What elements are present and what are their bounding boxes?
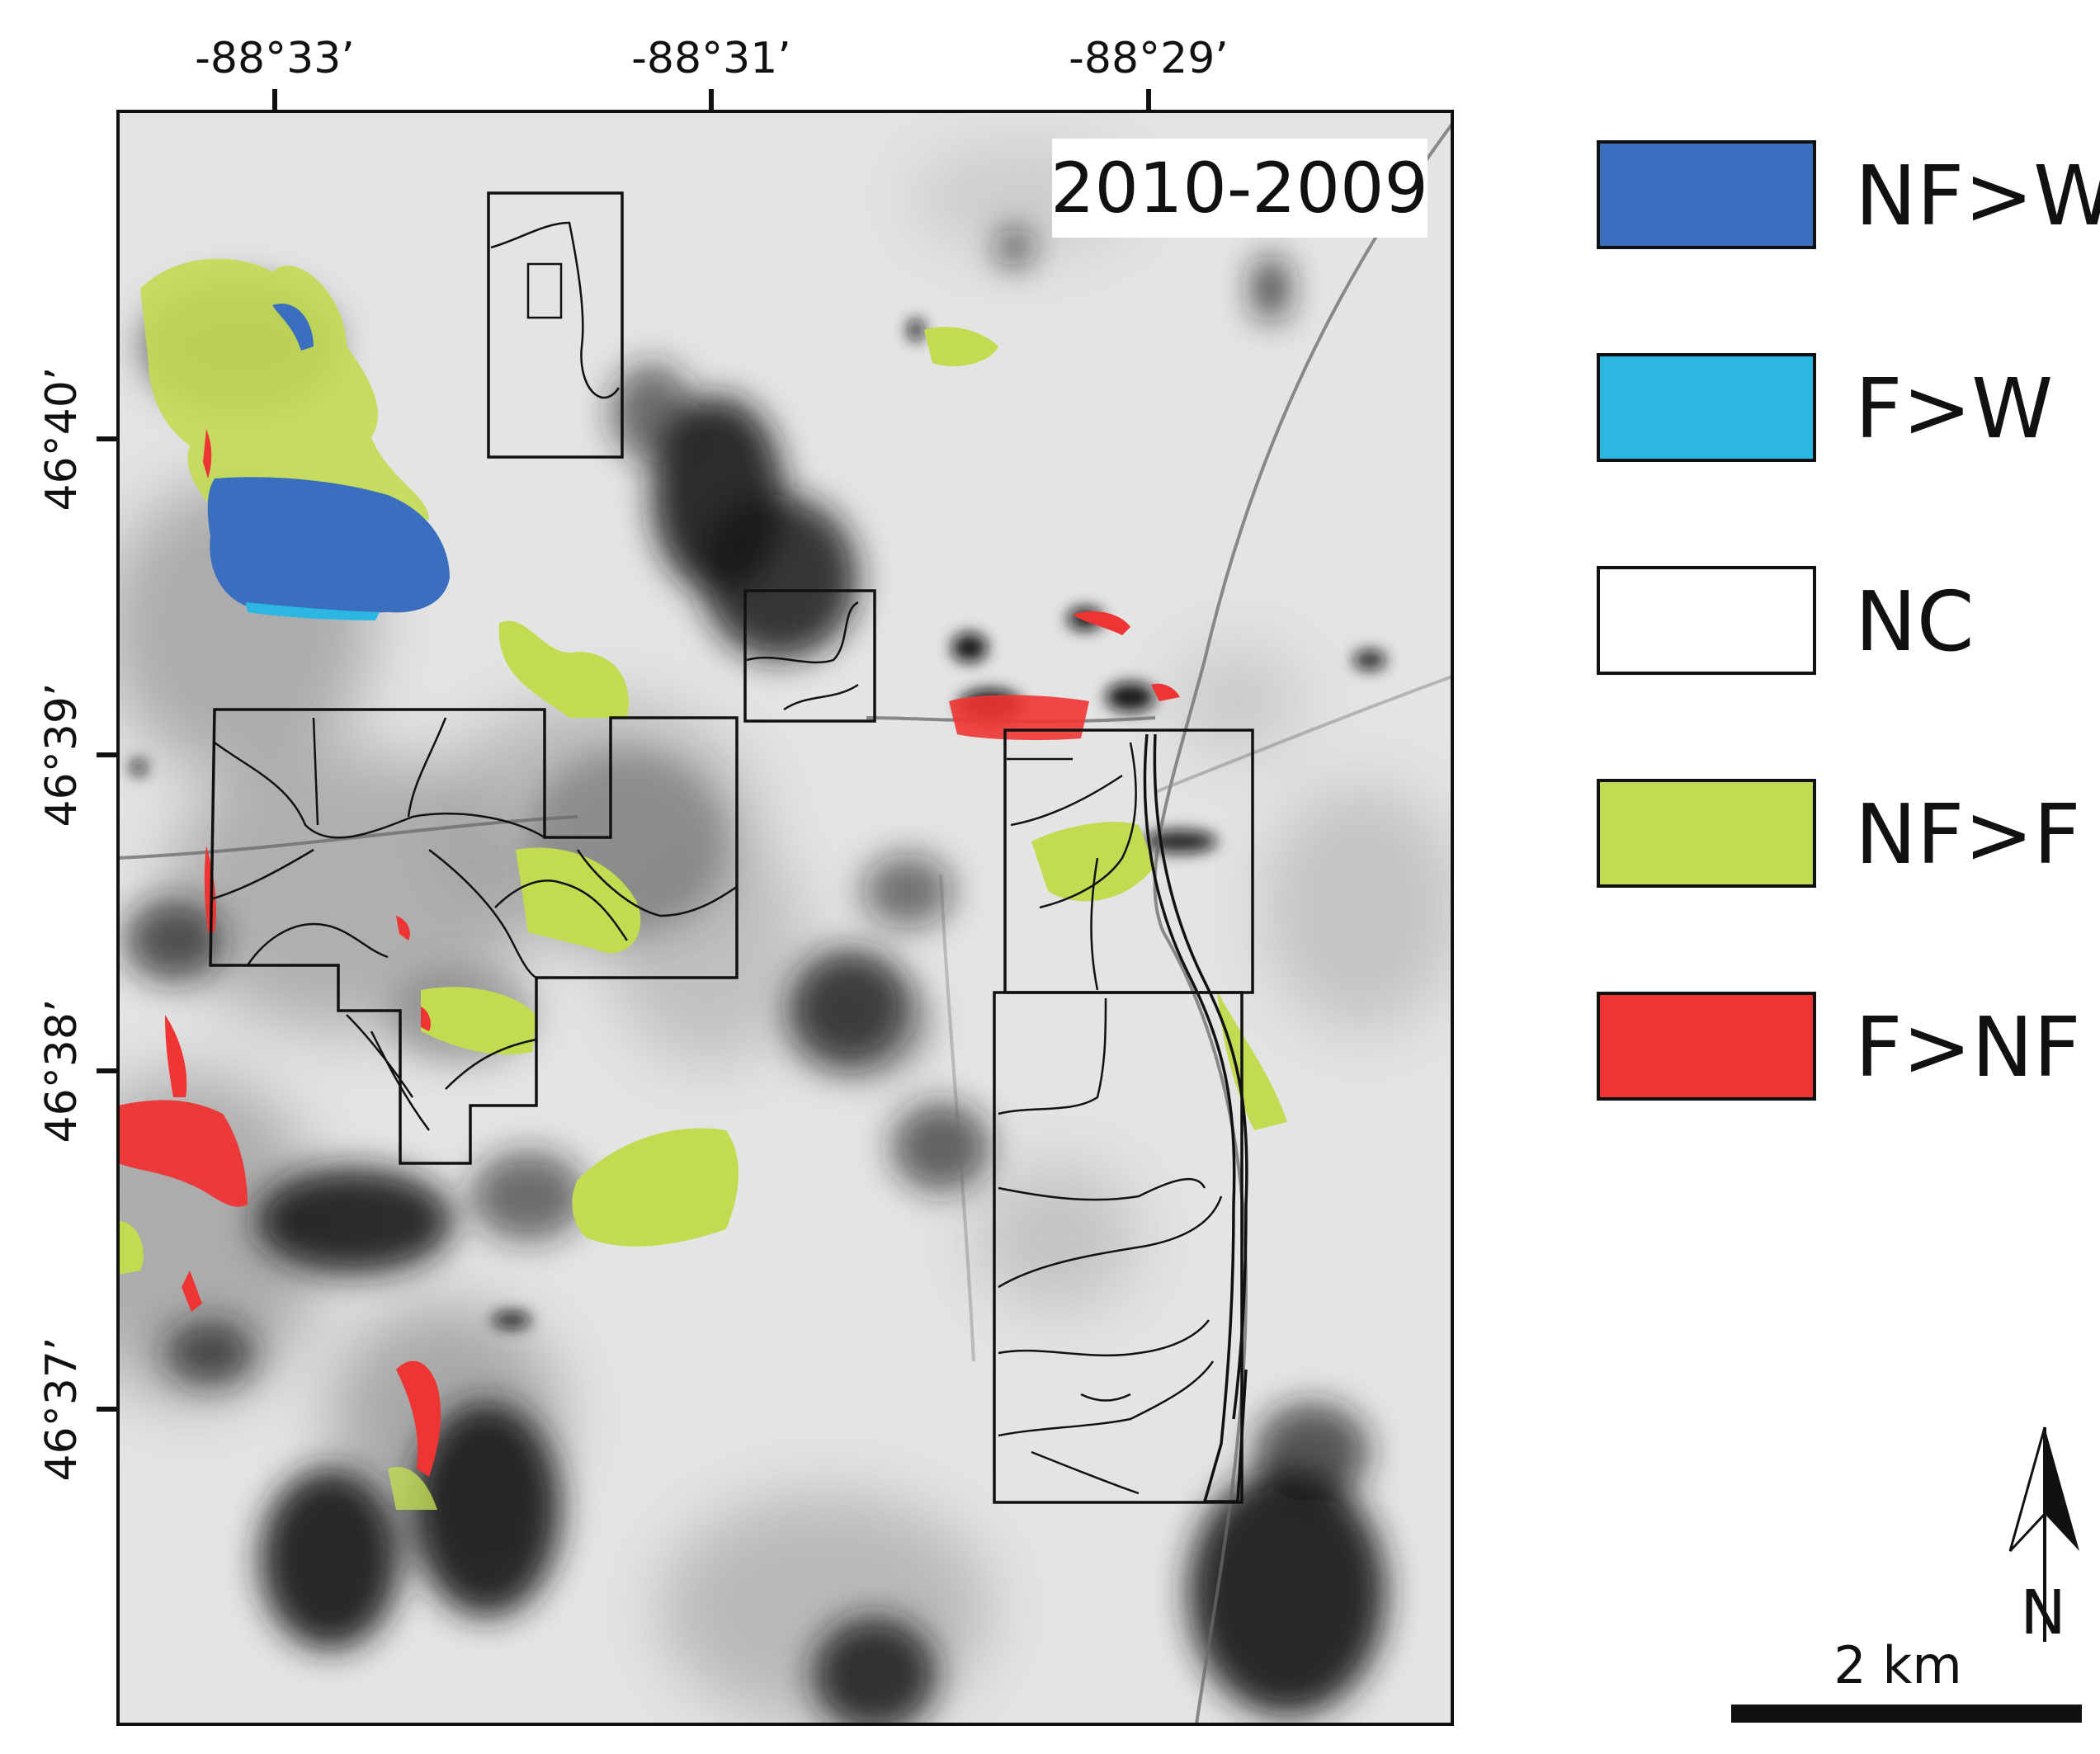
legend-item: F>W xyxy=(1597,353,2053,462)
north-label: N xyxy=(2020,1577,2065,1648)
map-frame xyxy=(116,110,1454,1726)
imagery-grey-areas xyxy=(118,140,1452,1724)
roads xyxy=(118,122,1452,1724)
map-panel: 2010-2009 xyxy=(118,111,1452,1724)
legend-label: F>W xyxy=(1855,361,2053,457)
legend-label: NF>W xyxy=(1855,148,2100,244)
longitude-axis: -88°33’ -88°31’ -88°29’ xyxy=(195,34,1229,111)
period-label-box: 2010-2009 xyxy=(1050,139,1428,238)
latitude-label: 46°37’ xyxy=(37,1337,87,1482)
legend-item: NC xyxy=(1597,566,1975,675)
scale-bar: 2 km xyxy=(1731,1635,2082,1723)
latitude-label: 46°40’ xyxy=(37,367,87,512)
north-arrow-icon: N xyxy=(2008,1426,2079,1648)
latitude-label: 46°39’ xyxy=(37,683,87,827)
legend-item: NF>W xyxy=(1597,140,2100,249)
legend-swatch-nf-w xyxy=(1597,140,1816,249)
imagery-dark-areas xyxy=(124,229,1386,1724)
latitude-label: 46°38’ xyxy=(37,999,87,1143)
legend-item: F>NF xyxy=(1597,992,2081,1101)
longitude-label: -88°33’ xyxy=(195,34,355,83)
longitude-label: -88°29’ xyxy=(1069,34,1229,83)
legend-swatch-f-w xyxy=(1597,353,1816,462)
legend-item: NF>F xyxy=(1597,779,2081,888)
legend-swatch-nc xyxy=(1597,566,1816,675)
period-label: 2010-2009 xyxy=(1050,148,1428,229)
change-nf-to-w xyxy=(207,304,450,620)
change-nf-to-f xyxy=(118,258,1287,1510)
longitude-label: -88°31’ xyxy=(631,34,791,83)
legend: NF>W F>W NC NF>F F>NF xyxy=(1597,140,2100,1101)
parcel-boundaries xyxy=(209,191,1254,1504)
legend-swatch-f-nf xyxy=(1597,992,1816,1101)
latitude-axis: 46°40’ 46°39’ 46°38’ 46°37’ xyxy=(37,367,118,1482)
scale-label: 2 km xyxy=(1833,1635,1961,1695)
legend-label: NF>F xyxy=(1855,786,2081,883)
legend-label: NC xyxy=(1855,573,1975,670)
legend-swatch-nf-f xyxy=(1597,779,1816,888)
legend-label: F>NF xyxy=(1855,999,2081,1096)
scale-bar-line xyxy=(1731,1704,2082,1723)
